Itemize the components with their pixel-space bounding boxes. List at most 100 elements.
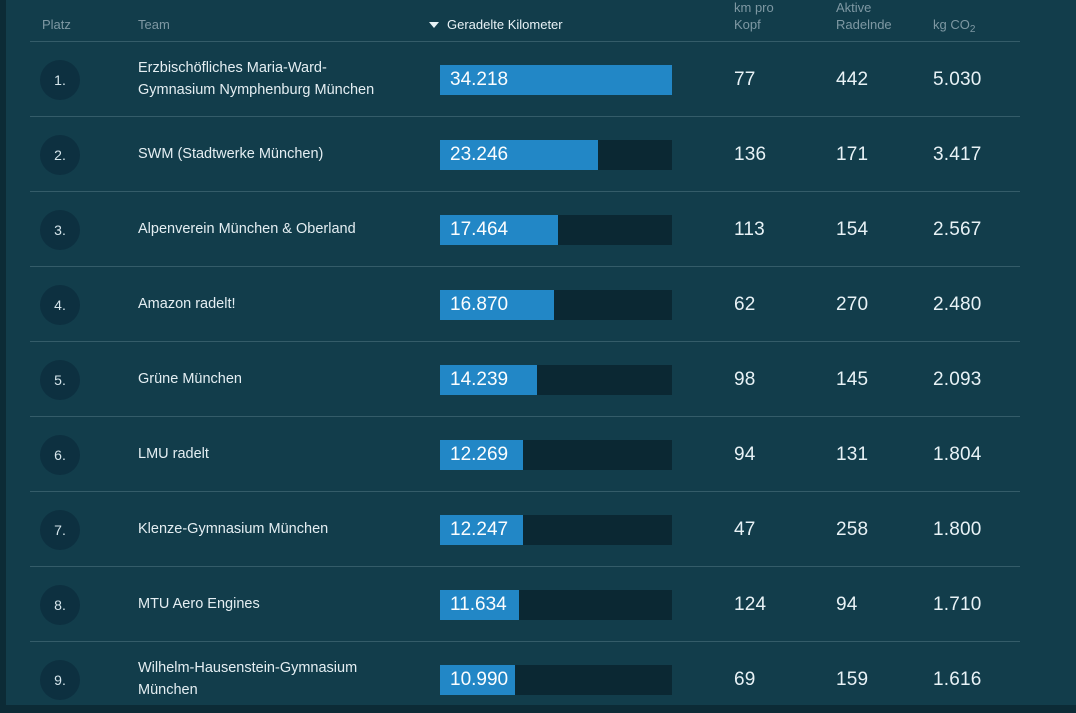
table-row[interactable]: 9. Wilhelm-Hausenstein-Gymnasium München… [6, 642, 1076, 705]
aktive-radelnde-value: 154 [836, 218, 869, 240]
rank-label: 8. [54, 596, 66, 613]
kg-co2-value: 1.616 [933, 668, 982, 690]
kilometer-bar-track: 11.634 [440, 589, 672, 620]
kg-co2-value: 5.030 [933, 68, 982, 90]
rank-badge: 9. [40, 659, 80, 700]
kilometer-value: 23.246 [450, 143, 509, 165]
kilometer-bar-fill: 14.239 [440, 364, 537, 395]
table-row[interactable]: 7. Klenze-Gymnasium München 12.247 47 25… [6, 492, 1076, 567]
rank-badge: 5. [40, 359, 80, 400]
aktive-radelnde-value: 94 [836, 593, 858, 615]
team-name[interactable]: Alpenverein München & Oberland [138, 220, 356, 237]
table-row[interactable]: 3. Alpenverein München & Oberland 17.464… [6, 192, 1076, 267]
kilometer-value: 14.239 [450, 368, 509, 390]
leaderboard-table: Platz Team Geradelte Kilometer km pro Ko… [6, 0, 1076, 705]
kilometer-value: 16.870 [450, 293, 509, 315]
kilometer-bar-fill: 11.634 [440, 589, 519, 620]
rank-label: 7. [54, 521, 66, 538]
km-pro-kopf-value: 124 [734, 593, 767, 615]
rank-label: 3. [54, 221, 66, 238]
table-row[interactable]: 4. Amazon radelt! 16.870 62 270 2.480 [6, 267, 1076, 342]
table-row[interactable]: 2. SWM (Stadtwerke München) 23.246 136 1… [6, 117, 1076, 192]
km-pro-kopf-value: 69 [734, 668, 756, 690]
column-header-kg-co2[interactable]: kg CO2 [933, 16, 1076, 35]
rank-label: 9. [54, 671, 66, 688]
aktive-radelnde-value: 270 [836, 293, 869, 315]
rank-badge: 3. [40, 209, 80, 250]
kilometer-bar-track: 10.990 [440, 664, 672, 695]
team-name[interactable]: Wilhelm-Hausenstein-Gymnasium München [138, 660, 358, 698]
kg-co2-value: 3.417 [933, 143, 982, 165]
kg-co2-value: 2.093 [933, 368, 982, 390]
rank-badge: 4. [40, 284, 80, 325]
kilometer-bar-fill: 10.990 [440, 664, 515, 695]
rank-label: 5. [54, 371, 66, 388]
kilometer-bar-fill: 17.464 [440, 214, 559, 245]
rank-badge: 6. [40, 434, 80, 475]
km-pro-kopf-value: 62 [734, 293, 756, 315]
column-header-geradelte-kilometer-label: Geradelte Kilometer [447, 16, 563, 32]
kilometer-bar-fill: 34.218 [440, 64, 672, 95]
team-name[interactable]: SWM (Stadtwerke München) [138, 145, 324, 162]
aktive-radelnde-value: 131 [836, 443, 869, 465]
km-pro-kopf-value: 94 [734, 443, 756, 465]
kg-co2-label: kg CO [933, 16, 970, 32]
team-name[interactable]: Grüne München [138, 370, 242, 387]
column-header-km-pro-kopf[interactable]: km pro Kopf [734, 0, 774, 32]
table-body: 1. Erzbischöfliches Maria-Ward-Gymnasium… [6, 42, 1076, 705]
km-pro-kopf-value: 77 [734, 68, 756, 90]
kilometer-value: 12.269 [450, 443, 509, 465]
km-pro-kopf-value: 136 [734, 143, 767, 165]
team-name[interactable]: Amazon radelt! [138, 295, 236, 312]
kg-co2-subscript: 2 [969, 23, 976, 35]
aktive-radelnde-value: 145 [836, 368, 869, 390]
rank-label: 1. [54, 71, 66, 88]
kg-co2-value: 2.567 [933, 218, 982, 240]
kilometer-value: 10.990 [450, 668, 509, 690]
column-header-platz[interactable]: Platz [42, 16, 71, 32]
kg-co2-value: 2.480 [933, 293, 982, 315]
team-name[interactable]: Erzbischöfliches Maria-Ward-Gymnasium Ny… [138, 60, 375, 98]
column-header-team[interactable]: Team [138, 16, 170, 32]
km-pro-kopf-value: 113 [734, 218, 765, 240]
kilometer-bar-fill: 16.870 [440, 289, 555, 320]
kilometer-value: 34.218 [450, 68, 509, 90]
column-header-aktive-radelnde[interactable]: Aktive Radelnde [836, 0, 892, 32]
kilometer-value: 12.247 [450, 518, 509, 540]
kilometer-bar-track: 12.247 [440, 514, 672, 545]
kilometer-bar-fill: 23.246 [440, 139, 598, 170]
table-row[interactable]: 1. Erzbischöfliches Maria-Ward-Gymnasium… [6, 42, 1076, 117]
column-header-geradelte-kilometer[interactable]: Geradelte Kilometer [429, 17, 734, 34]
sort-desc-triangle-icon [429, 22, 439, 29]
kg-co2-value: 1.710 [933, 593, 982, 615]
kilometer-bar-track: 17.464 [440, 214, 672, 245]
rank-label: 2. [54, 146, 66, 163]
team-name[interactable]: LMU radelt [138, 445, 209, 462]
kilometer-value: 17.464 [450, 218, 509, 240]
team-name[interactable]: Klenze-Gymnasium München [138, 520, 329, 537]
aktive-radelnde-value: 442 [836, 68, 869, 90]
kilometer-bar-track: 34.218 [440, 64, 672, 95]
table-row[interactable]: 8. MTU Aero Engines 11.634 124 94 1.710 [6, 567, 1076, 642]
km-pro-kopf-value: 47 [734, 518, 756, 540]
kilometer-bar-track: 14.239 [440, 364, 672, 395]
kilometer-bar-fill: 12.269 [440, 439, 524, 470]
aktive-radelnde-value: 159 [836, 668, 869, 690]
aktive-radelnde-value: 258 [836, 518, 869, 540]
rank-badge: 7. [40, 509, 80, 550]
rank-label: 6. [54, 446, 66, 463]
table-row[interactable]: 6. LMU radelt 12.269 94 131 1.804 [6, 417, 1076, 492]
rank-badge: 1. [40, 59, 80, 100]
kilometer-value: 11.634 [450, 593, 507, 615]
table-row[interactable]: 5. Grüne München 14.239 98 145 2.093 [6, 342, 1076, 417]
rank-label: 4. [54, 296, 66, 313]
km-pro-kopf-value: 98 [734, 368, 756, 390]
kilometer-bar-track: 12.269 [440, 439, 672, 470]
aktive-radelnde-value: 171 [836, 143, 869, 165]
team-name[interactable]: MTU Aero Engines [138, 595, 260, 612]
kg-co2-value: 1.804 [933, 443, 982, 465]
kilometer-bar-track: 16.870 [440, 289, 672, 320]
kilometer-bar-fill: 12.247 [440, 514, 524, 545]
kg-co2-value: 1.800 [933, 518, 982, 540]
rank-badge: 2. [40, 134, 80, 175]
